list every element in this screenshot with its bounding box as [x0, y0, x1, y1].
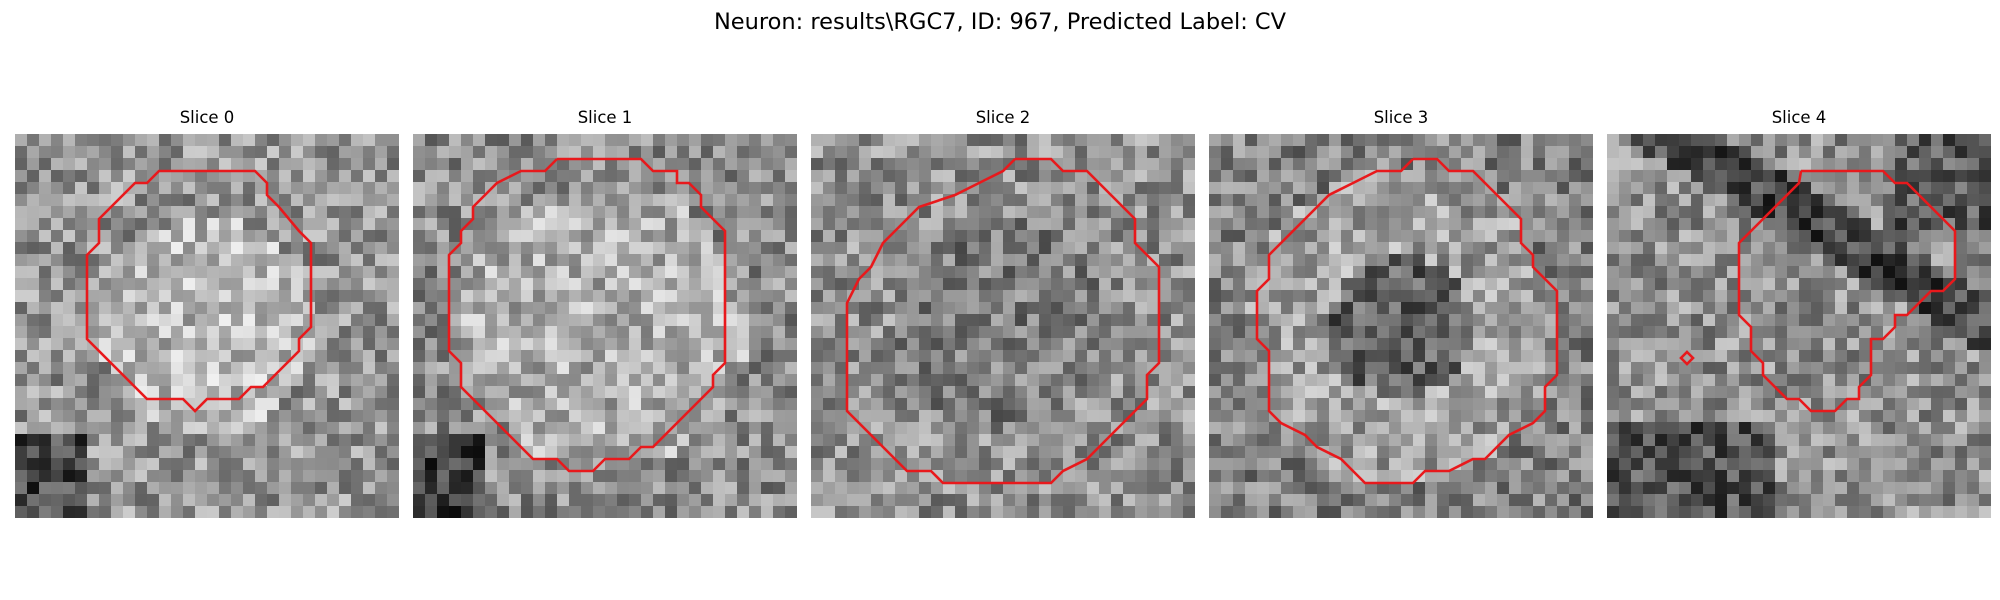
cell-boundary-contour-2	[847, 159, 1159, 483]
slice-image-3	[1209, 134, 1593, 518]
slice-title-2: Slice 2	[811, 108, 1195, 128]
slice-panel-3: Slice 3	[1209, 108, 1593, 518]
slice-3-contour	[1209, 134, 1593, 518]
cell-boundary-contour-0	[87, 171, 311, 411]
slice-image-4	[1607, 134, 1991, 518]
slice-image-1	[413, 134, 797, 518]
cell-boundary-contour-4	[1739, 171, 1955, 411]
slice-1-contour	[413, 134, 797, 518]
cell-boundary-contour-3	[1257, 159, 1557, 483]
slice-title-1: Slice 1	[413, 108, 797, 128]
slice-panel-0: Slice 0	[15, 108, 399, 518]
figure-title: Neuron: results\RGC7, ID: 967, Predicted…	[0, 7, 2000, 37]
small-contour-marker-4	[1681, 352, 1693, 364]
slice-title-4: Slice 4	[1607, 108, 1991, 128]
cell-boundary-contour-1	[449, 159, 725, 471]
slice-2-contour	[811, 134, 1195, 518]
slice-panel-2: Slice 2	[811, 108, 1195, 518]
slice-image-2	[811, 134, 1195, 518]
slice-title-0: Slice 0	[15, 108, 399, 128]
slice-panel-1: Slice 1	[413, 108, 797, 518]
slice-panel-4: Slice 4	[1607, 108, 1991, 518]
slice-image-0	[15, 134, 399, 518]
slice-4-contour	[1607, 134, 1991, 518]
slice-title-3: Slice 3	[1209, 108, 1593, 128]
slice-0-contour	[15, 134, 399, 518]
